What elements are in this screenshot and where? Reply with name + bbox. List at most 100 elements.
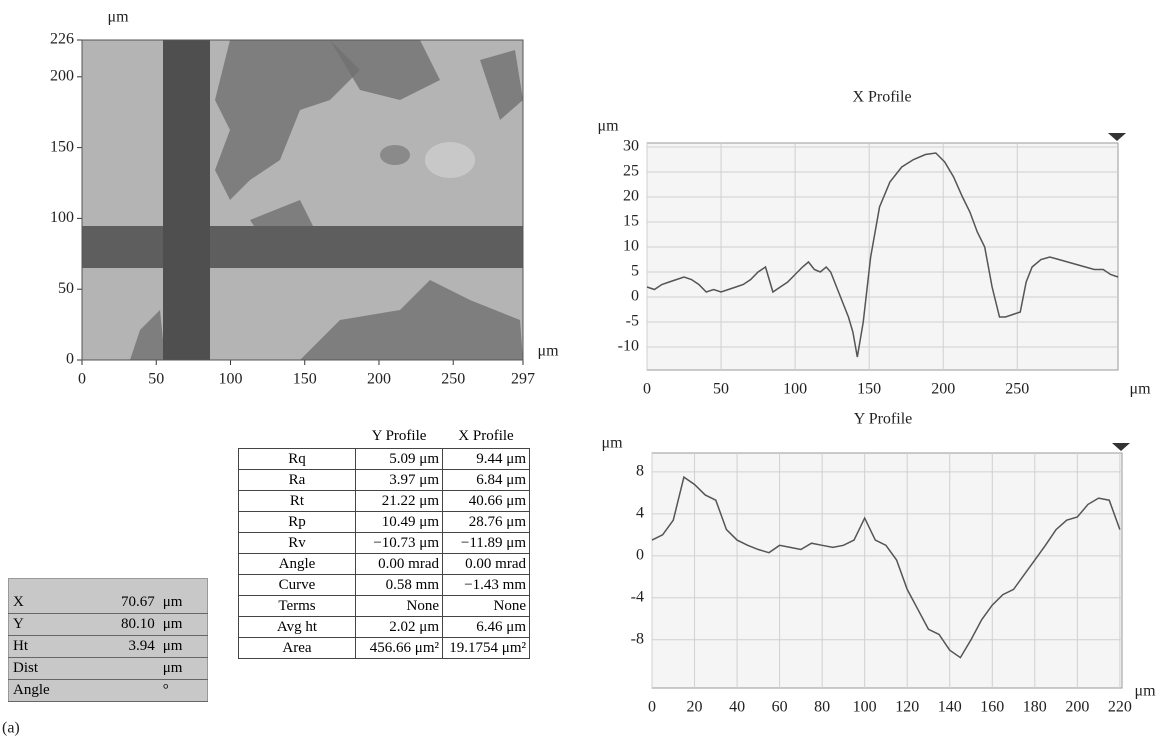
texture bbox=[215, 40, 360, 200]
y-tick-label: 200 bbox=[50, 67, 74, 84]
cursor-unit: μm bbox=[158, 635, 208, 659]
plot-area bbox=[651, 452, 1123, 689]
header-cell: Y Profile bbox=[371, 427, 427, 444]
y-axis-label: μm bbox=[601, 435, 623, 452]
line-marker bbox=[82, 226, 523, 268]
x-tick-label: 180 bbox=[1023, 699, 1047, 716]
line-marker bbox=[163, 40, 210, 360]
x-tick-label: 250 bbox=[441, 371, 465, 388]
x-tick-label: 100 bbox=[853, 699, 877, 716]
texture bbox=[130, 310, 165, 360]
label-cell: Rt bbox=[238, 490, 356, 512]
value-cell: None bbox=[355, 595, 443, 617]
x-tick-label: 200 bbox=[931, 381, 955, 398]
value-cell: 9.44 μm bbox=[442, 448, 530, 470]
value-cell: 2.02 μm bbox=[355, 616, 443, 638]
label-cell: Terms bbox=[238, 595, 356, 617]
x-axis-label: μm bbox=[1129, 381, 1151, 398]
y-tick-label: 50 bbox=[58, 280, 74, 297]
value-cell: 6.46 μm bbox=[442, 616, 530, 638]
stats-row: Angle 0.00 mrad 0.00 mrad bbox=[238, 553, 530, 575]
spacer-row bbox=[9, 579, 208, 593]
header-cell bbox=[239, 424, 356, 449]
value-cell: 10.49 μm bbox=[355, 511, 443, 533]
y-tick-label: -5 bbox=[626, 313, 639, 330]
y-tick-label: 0 bbox=[631, 288, 639, 305]
y-tick-label: 20 bbox=[623, 188, 639, 205]
label-cell: Rq bbox=[238, 448, 356, 470]
cursor-unit: μm bbox=[158, 613, 208, 637]
y-tick-label: 15 bbox=[623, 213, 639, 230]
label-cell: Rv bbox=[238, 532, 356, 554]
cursor-value bbox=[86, 679, 159, 702]
value-cell: 456.66 μm² bbox=[355, 637, 443, 659]
header-row: Y Profile X Profile bbox=[239, 424, 530, 449]
x-tick-label: 100 bbox=[783, 381, 807, 398]
label-cell: Ra bbox=[238, 469, 356, 491]
cursor-label: X bbox=[8, 592, 87, 615]
x-tick-label: 200 bbox=[367, 371, 391, 388]
label-cell: Area bbox=[238, 637, 356, 659]
cursor-label: Angle bbox=[8, 679, 87, 702]
x-tick-label: 0 bbox=[78, 371, 86, 388]
y-axis-label: μm bbox=[107, 9, 129, 26]
x-axis-label: μm bbox=[1134, 683, 1156, 700]
x-tick-label: 60 bbox=[772, 699, 788, 716]
stats-row: Rt 21.22 μm 40.66 μm bbox=[238, 490, 530, 512]
profile-line bbox=[646, 152, 1119, 358]
cursor-row: Dist μm bbox=[8, 657, 208, 681]
value-cell: 19.1754 μm² bbox=[442, 637, 530, 659]
y-tick-label: 226 bbox=[50, 31, 74, 48]
x-tick-label: 160 bbox=[980, 699, 1004, 716]
cursor-row: Y 80.10 μm bbox=[8, 613, 208, 637]
y-tick-label: 8 bbox=[636, 463, 644, 480]
cursor-value: 3.94 bbox=[86, 635, 159, 659]
stats-row: Rq 5.09 μm 9.44 μm bbox=[238, 448, 530, 470]
cursor-unit: ° bbox=[158, 679, 208, 702]
x-tick-label: 150 bbox=[857, 381, 881, 398]
x-tick-label: 50 bbox=[713, 381, 729, 398]
label-cell: Curve bbox=[238, 574, 356, 596]
cursor-row: X 70.67 μm bbox=[8, 592, 208, 615]
value-cell: 0.00 mrad bbox=[442, 553, 530, 575]
cursor-table: X 70.67 μm Y 80.10 μm Ht 3.94 μm Dist μm Angle ° bbox=[8, 578, 208, 702]
stats-row: Rp 10.49 μm 28.76 μm bbox=[238, 511, 530, 533]
y-tick-label: -8 bbox=[631, 630, 644, 647]
cursor-label: Y bbox=[8, 613, 87, 637]
cursor-label: Ht bbox=[8, 635, 87, 659]
y-tick-label: 100 bbox=[50, 209, 74, 226]
label-cell: Avg ht bbox=[238, 616, 356, 638]
stats-row: Area 456.66 μm² 19.1754 μm² bbox=[238, 637, 530, 659]
stats-table: Y Profile X Profile Rq 5.09 μm 9.44 μm Ra 3.97… bbox=[238, 424, 530, 659]
x-tick-label: 140 bbox=[938, 699, 962, 716]
y-tick-label: 25 bbox=[623, 163, 639, 180]
value-cell: 5.09 μm bbox=[355, 448, 443, 470]
value-cell: None bbox=[442, 595, 530, 617]
texture bbox=[330, 40, 440, 100]
caption: (a) bbox=[2, 720, 20, 737]
stats-row: Ra 3.97 μm 6.84 μm bbox=[238, 469, 530, 491]
value-cell: 28.76 μm bbox=[442, 511, 530, 533]
cursor-row: Angle ° bbox=[8, 679, 208, 702]
value-cell: 40.66 μm bbox=[442, 490, 530, 512]
value-cell: 0.00 mrad bbox=[355, 553, 443, 575]
texture bbox=[300, 280, 523, 360]
x-tick-label: 297 bbox=[511, 371, 535, 388]
frame bbox=[81, 39, 524, 361]
cursor-label: Dist bbox=[8, 657, 87, 681]
y-tick-label: 4 bbox=[636, 505, 644, 522]
value-cell: 6.84 μm bbox=[442, 469, 530, 491]
x-tick-label: 80 bbox=[814, 699, 830, 716]
cursor-unit: μm bbox=[158, 592, 208, 615]
stats-row: Rv −10.73 μm −11.89 μm bbox=[238, 532, 530, 554]
x-tick-label: 200 bbox=[1065, 699, 1089, 716]
chart-title: Y Profile bbox=[854, 411, 913, 428]
label-cell: Rp bbox=[238, 511, 356, 533]
x-axis-label: μm bbox=[537, 343, 559, 360]
cursor-value bbox=[86, 657, 159, 681]
cursor-marker bbox=[1108, 133, 1126, 141]
y-tick-label: 150 bbox=[50, 138, 74, 155]
plot-area bbox=[646, 142, 1119, 371]
